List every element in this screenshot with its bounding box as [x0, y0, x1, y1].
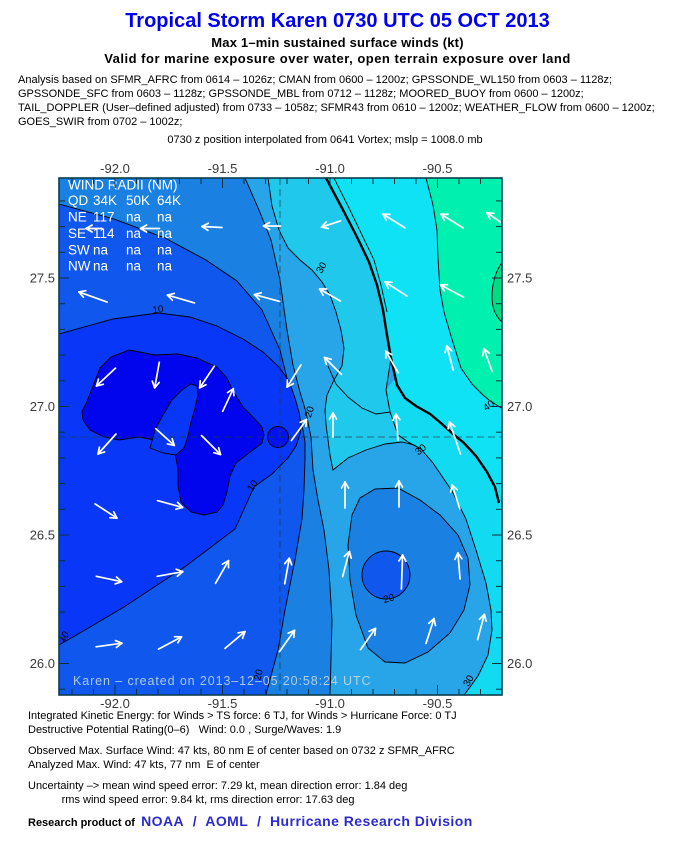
svg-text:-90.5: -90.5 — [423, 696, 453, 711]
svg-text:-91.5: -91.5 — [208, 696, 238, 711]
svg-text:27.0: 27.0 — [507, 399, 532, 414]
svg-text:27.5: 27.5 — [507, 271, 532, 286]
svg-text:-91.0: -91.0 — [315, 161, 345, 176]
svg-text:20: 20 — [303, 405, 317, 419]
svg-text:-91.5: -91.5 — [208, 161, 238, 176]
svg-text:26.5: 26.5 — [507, 528, 532, 543]
svg-text:-91.0: -91.0 — [315, 696, 345, 711]
svg-text:30: 30 — [462, 673, 477, 689]
svg-text:-92.0: -92.0 — [100, 161, 130, 176]
svg-text:20: 20 — [382, 592, 396, 606]
svg-text:10: 10 — [152, 304, 165, 317]
svg-text:-90.5: -90.5 — [423, 161, 453, 176]
svg-text:27.5: 27.5 — [30, 271, 55, 286]
svg-text:Karen – created on 2013–12–0: Karen – created on 2013–12–05 20:58:24 U… — [73, 674, 371, 688]
svg-text:-92.0: -92.0 — [100, 696, 130, 711]
svg-text:26.5: 26.5 — [30, 528, 55, 543]
svg-text:26.0: 26.0 — [30, 656, 55, 671]
svg-text:WIND RADII (NM): WIND RADII (NM) — [68, 178, 177, 193]
svg-text:20: 20 — [252, 668, 266, 682]
svg-text:30: 30 — [315, 260, 330, 276]
svg-text:26.0: 26.0 — [507, 656, 532, 671]
svg-text:27.0: 27.0 — [30, 399, 55, 414]
